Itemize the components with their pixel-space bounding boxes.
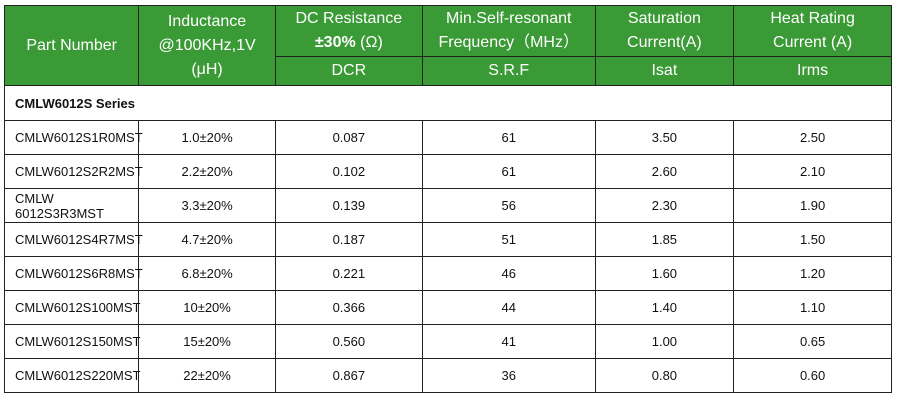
cell-dcr: 0.221 xyxy=(274,256,423,291)
header-dcr-line2: ±30% (Ω) xyxy=(276,31,422,55)
cell-irms: 1.90 xyxy=(733,188,892,223)
header-isat-sub: Isat xyxy=(594,56,735,86)
table-row: CMLW6012S220MST 22±20% 0.867 36 0.80 0.6… xyxy=(3,358,892,393)
cell-isat: 1.85 xyxy=(594,222,735,257)
cell-dcr: 0.867 xyxy=(274,358,423,393)
table-row: CMLW6012S150MST 15±20% 0.560 41 1.00 0.6… xyxy=(3,324,892,359)
cell-inductance: 22±20% xyxy=(138,358,276,393)
cell-irms: 1.50 xyxy=(733,222,892,257)
cell-dcr: 0.366 xyxy=(274,290,423,325)
cell-part-number: CMLW6012S100MST xyxy=(3,290,140,325)
header-irms-sub: Irms xyxy=(733,56,892,86)
cell-srf: 51 xyxy=(421,222,596,257)
table-row: CMLW6012S2R2MST 2.2±20% 0.102 61 2.60 2.… xyxy=(3,154,892,189)
header-dcr-line1: DC Resistance xyxy=(295,10,403,27)
header-srf: Min.Self-resonant Frequency（MHz） xyxy=(421,5,596,57)
cell-part-number: CMLW6012S2R2MST xyxy=(3,154,143,189)
series-row: CMLW6012S Series xyxy=(4,85,892,121)
cell-inductance: 2.2±20% xyxy=(138,154,276,189)
cell-irms: 2.50 xyxy=(733,120,892,155)
cell-part-number: CMLW6012S150MST xyxy=(3,324,140,359)
header-inductance-line2: @100KHz,1V xyxy=(158,36,256,54)
cell-inductance: 15±20% xyxy=(138,324,276,359)
cell-inductance: 6.8±20% xyxy=(138,256,276,291)
cell-dcr: 0.560 xyxy=(274,324,423,359)
spec-table-container: Part Number Inductance @100KHz,1V (μH) D… xyxy=(3,5,892,393)
cell-part-number: CMLW6012S6R8MST xyxy=(3,256,143,291)
cell-irms: 2.10 xyxy=(733,154,892,189)
cell-part-number: CMLW6012S220MST xyxy=(3,358,140,393)
header-srf-sub: S.R.F xyxy=(421,56,596,86)
cell-inductance: 3.3±20% xyxy=(138,188,276,223)
cell-srf: 61 xyxy=(421,120,596,155)
cell-dcr: 0.187 xyxy=(274,222,423,257)
cell-srf: 61 xyxy=(421,154,596,189)
header-dcr: DC Resistance ±30% (Ω) xyxy=(274,5,423,57)
cell-isat: 3.50 xyxy=(594,120,735,155)
cell-isat: 2.30 xyxy=(594,188,735,223)
table-row: CMLW6012S1R0MST 1.0±20% 0.087 61 3.50 2.… xyxy=(3,120,892,155)
header-srf-line1: Min.Self-resonant xyxy=(446,10,572,27)
header-isat-line1: Saturation xyxy=(627,10,701,27)
header-inductance-line3: (μH) xyxy=(191,60,223,78)
header-srf-line2: Frequency（MHz） xyxy=(438,34,579,51)
cell-isat: 1.00 xyxy=(594,324,735,359)
cell-part-number: CMLW6012S1R0MST xyxy=(3,120,143,155)
cell-inductance: 1.0±20% xyxy=(138,120,276,155)
header-irms-line1: Heat Rating xyxy=(770,10,855,27)
header-part-number: Part Number xyxy=(3,5,140,86)
cell-srf: 36 xyxy=(421,358,596,393)
cell-dcr: 0.139 xyxy=(274,188,423,223)
table-row: CMLW6012S4R7MST 4.7±20% 0.187 51 1.85 1.… xyxy=(3,222,892,257)
cell-srf: 44 xyxy=(421,290,596,325)
header-irms: Heat Rating Current (A) xyxy=(733,5,892,57)
cell-srf: 41 xyxy=(421,324,596,359)
cell-part-number: CMLW6012S4R7MST xyxy=(3,222,143,257)
cell-part-number: CMLW 6012S3R3MST xyxy=(3,188,140,223)
cell-dcr: 0.102 xyxy=(274,154,423,189)
table-row: CMLW6012S100MST 10±20% 0.366 44 1.40 1.1… xyxy=(3,290,892,325)
cell-isat: 0.80 xyxy=(594,358,735,393)
series-title: CMLW6012S Series xyxy=(4,85,892,121)
cell-irms: 1.20 xyxy=(733,256,892,291)
table-row: CMLW 6012S3R3MST 3.3±20% 0.139 56 2.30 1… xyxy=(3,188,892,223)
header-row-top: Part Number Inductance @100KHz,1V (μH) D… xyxy=(3,5,892,86)
cell-irms: 1.10 xyxy=(733,290,892,325)
cell-srf: 56 xyxy=(421,188,596,223)
header-dcr-tolerance: ±30% xyxy=(314,34,356,51)
header-row-bottom: DCR S.R.F Isat Irms xyxy=(5,56,892,86)
header-isat-line2: Current(A) xyxy=(627,34,702,51)
header-inductance-line1: Inductance xyxy=(167,12,247,30)
cell-inductance: 10±20% xyxy=(138,290,276,325)
cell-irms: 0.65 xyxy=(733,324,892,359)
header-inductance: Inductance @100KHz,1V (μH) xyxy=(138,5,276,86)
cell-isat: 1.60 xyxy=(594,256,735,291)
header-irms-line2: Current (A) xyxy=(773,34,853,51)
cell-inductance: 4.7±20% xyxy=(138,222,276,257)
cell-srf: 46 xyxy=(421,256,596,291)
inductor-spec-table: Part Number Inductance @100KHz,1V (μH) D… xyxy=(3,5,892,393)
header-isat: Saturation Current(A) xyxy=(594,5,735,57)
table-row: CMLW6012S6R8MST 6.8±20% 0.221 46 1.60 1.… xyxy=(3,256,892,291)
cell-dcr: 0.087 xyxy=(274,120,423,155)
cell-isat: 1.40 xyxy=(594,290,735,325)
cell-irms: 0.60 xyxy=(733,358,892,393)
header-dcr-sub: DCR xyxy=(274,56,423,86)
cell-isat: 2.60 xyxy=(594,154,735,189)
header-dcr-unit: (Ω) xyxy=(355,34,383,51)
